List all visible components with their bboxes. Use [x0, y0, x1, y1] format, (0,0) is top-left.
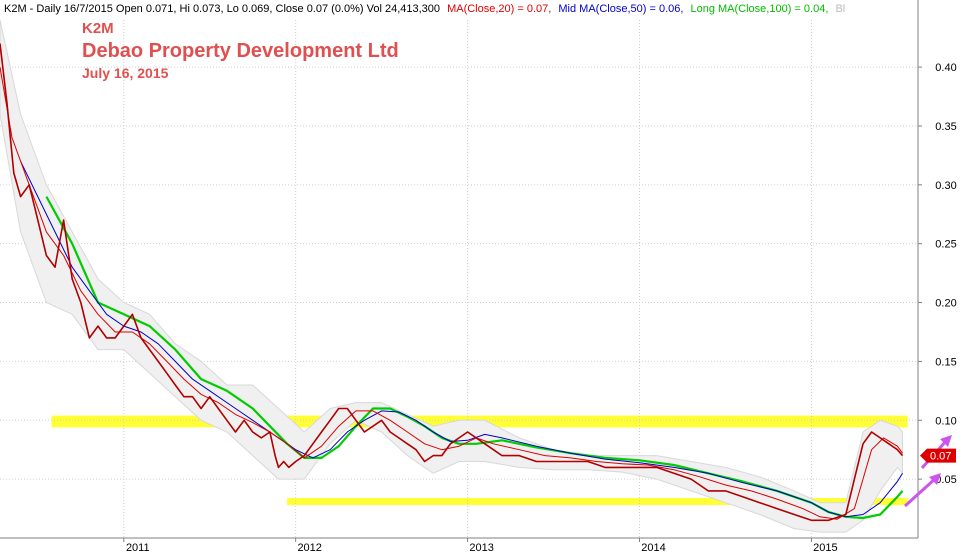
x-axis-ticks: 2011 2012 2013 2014 2015: [123, 538, 838, 554]
x-tick-label-0: 2011: [126, 542, 150, 554]
last-price-label: 0.07: [920, 448, 956, 463]
ticker-title: K2M: [82, 20, 114, 37]
x-tick-label-1: 2012: [297, 542, 321, 554]
y-tick-label-4: 0.25: [935, 239, 956, 251]
price-line: [0, 43, 904, 522]
trend-arrow-lower-head: [929, 473, 941, 485]
trend-arrow-lower: [903, 476, 938, 508]
chart-series: [0, 43, 904, 522]
header-ma20: MA(Close,20) = 0.07,: [447, 3, 551, 15]
company-title: Debao Property Development Ltd: [82, 40, 399, 62]
trend-arrow-upper-head: [940, 435, 952, 447]
header-prefix: K2M - Daily 16/7/2015 Open 0.071, Hi 0.0…: [4, 3, 440, 15]
header-tail: Bl: [835, 3, 845, 15]
date-title: July 16, 2015: [82, 65, 169, 81]
header-ma50: Mid MA(Close,50) = 0.06,: [558, 3, 683, 15]
y-tick-label-2: 0.15: [935, 356, 956, 368]
last-price-tag: [920, 448, 956, 463]
x-tick-label-4: 2015: [813, 542, 837, 554]
x-tick-label-3: 2014: [641, 542, 665, 554]
y-tick-label-5: 0.30: [935, 180, 956, 192]
last-price-value: 0.07: [930, 451, 951, 463]
y-tick-label-7: 0.40: [935, 62, 956, 74]
bollinger-envelope: [0, 19, 903, 533]
y-axis-ticks: 0.05 0.10 0.15 0.20 0.25 0.30 0.35 0.40: [918, 62, 957, 486]
y-tick-label-3: 0.20: [935, 298, 956, 310]
bollinger-bands: [0, 19, 903, 533]
ma50-line: [20, 161, 903, 518]
y-tick-label-0: 0.05: [935, 474, 956, 486]
header-ma100: Long MA(Close,100) = 0.04,: [690, 3, 828, 15]
header-line: K2M - Daily 16/7/2015 Open 0.071, Hi 0.0…: [4, 3, 845, 15]
y-tick-label-1: 0.10: [935, 415, 956, 427]
x-tick-label-2: 2013: [469, 542, 493, 554]
trend-arrows: [903, 435, 952, 508]
ma20-line: [0, 67, 903, 520]
y-tick-label-6: 0.35: [935, 121, 956, 133]
band-1: [287, 497, 908, 506]
